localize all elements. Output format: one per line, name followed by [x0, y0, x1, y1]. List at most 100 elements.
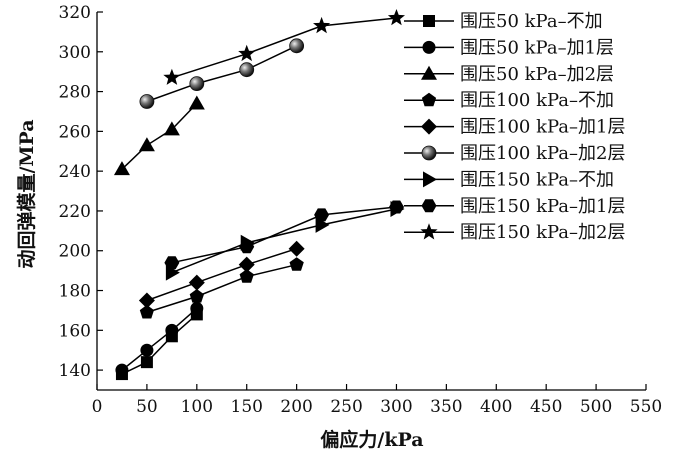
y-tick-label: 240	[59, 162, 91, 182]
hexagon-marker	[239, 240, 255, 254]
circle-marker	[140, 343, 154, 357]
legend-item: 围压150 kPa–不加	[404, 169, 614, 190]
legend-item: 围压100 kPa–加1层	[404, 117, 625, 138]
circle-marker	[115, 363, 129, 377]
square-marker	[140, 356, 153, 369]
series	[115, 301, 204, 377]
circle-marker	[422, 40, 436, 54]
x-tick-label: 550	[630, 397, 662, 417]
triangle-right-marker	[423, 171, 437, 188]
diamond-marker	[138, 292, 155, 309]
triangle-up-marker	[163, 121, 180, 136]
triangle-up-marker	[113, 161, 130, 176]
legend-label: 围压50 kPa–加2层	[460, 64, 614, 85]
diamond-marker	[288, 240, 305, 257]
diamond-marker	[238, 256, 255, 273]
x-tick-label: 350	[430, 397, 462, 417]
series	[139, 257, 304, 319]
axes: 0 50 100 150 200 250 300 350 400 450 500 550 140 160 1…	[59, 3, 663, 417]
series	[113, 95, 205, 176]
legend-label: 围压150 kPa–加2层	[460, 222, 625, 243]
legend-label: 围压50 kPa–不加	[460, 11, 603, 32]
y-tick-label: 180	[59, 282, 91, 302]
y-axis-label: 动回弹模量/MPa	[15, 119, 38, 268]
diamond-marker	[188, 274, 205, 291]
x-tick-label: 500	[580, 397, 612, 417]
hexagon-marker	[164, 256, 180, 270]
x-tick-label: 100	[181, 397, 213, 417]
legend-item: 围压150 kPa–加1层	[404, 196, 625, 217]
star-marker	[313, 16, 331, 34]
sphere-marker	[139, 94, 155, 109]
series-line	[121, 307, 198, 371]
series-line	[171, 208, 397, 274]
series	[163, 9, 405, 85]
series	[115, 308, 203, 381]
legend-label: 围压50 kPa–加1层	[460, 37, 614, 58]
legend-item: 围压100 kPa–加2层	[404, 143, 625, 164]
x-tick-label: 400	[480, 397, 512, 417]
pentagon-marker	[239, 269, 254, 283]
legend-label: 围压100 kPa–加2层	[460, 143, 625, 164]
legend-label: 围压150 kPa–加1层	[460, 196, 625, 217]
plot-area	[113, 9, 405, 381]
y-tick-label: 160	[59, 321, 91, 341]
y-tick-label: 300	[59, 43, 91, 63]
circle-marker	[165, 323, 179, 337]
legend-item: 围压50 kPa–加1层	[404, 37, 614, 58]
pentagon-marker	[139, 304, 154, 319]
y-tick-label: 200	[59, 242, 91, 262]
series-line	[146, 45, 297, 103]
hexagon-marker	[314, 208, 330, 222]
x-tick-label: 200	[280, 397, 312, 417]
x-tick-label: 250	[330, 397, 362, 417]
y-tick-label: 140	[59, 361, 91, 381]
star-marker	[238, 44, 256, 62]
y-tick-label: 280	[59, 83, 91, 103]
series-line	[171, 206, 397, 264]
series-line	[146, 263, 297, 314]
x-tick-label: 450	[530, 397, 562, 417]
series-line	[121, 313, 198, 375]
x-tick-label: 0	[92, 397, 103, 417]
hexagon-marker	[389, 200, 404, 214]
series	[165, 200, 405, 281]
x-tick-label: 300	[380, 397, 412, 417]
legend-label: 围压100 kPa–不加	[460, 90, 614, 111]
legend-item: 围压100 kPa–不加	[404, 90, 614, 111]
sphere-marker	[421, 145, 437, 161]
star-marker	[420, 223, 438, 240]
star-marker	[387, 9, 405, 26]
y-tick-label: 320	[59, 3, 91, 23]
legend-item: 围压50 kPa–不加	[404, 11, 603, 32]
legend-label: 围压150 kPa–不加	[460, 169, 614, 190]
diamond-marker	[421, 118, 437, 135]
series	[139, 38, 305, 109]
x-axis-label: 偏应力/kPa	[320, 428, 423, 451]
sphere-marker	[189, 76, 205, 92]
hexagon-marker	[421, 199, 437, 213]
series	[138, 240, 305, 309]
legend-label: 围压100 kPa–加1层	[460, 117, 625, 138]
triangle-up-marker	[421, 65, 437, 80]
series	[164, 200, 404, 270]
sphere-marker	[239, 62, 255, 78]
x-tick-label: 150	[231, 397, 263, 417]
pentagon-marker	[289, 257, 304, 271]
triangle-up-marker	[138, 137, 155, 152]
y-tick-label: 260	[59, 122, 91, 142]
square-marker	[423, 15, 435, 27]
x-tick-label: 50	[136, 397, 158, 417]
legend-item: 围压50 kPa–加2层	[404, 64, 614, 85]
triangle-up-marker	[188, 95, 205, 110]
pentagon-marker	[421, 92, 437, 107]
sphere-marker	[289, 38, 305, 54]
series-line	[146, 247, 297, 302]
pentagon-marker	[189, 289, 204, 303]
legend-item: 围压150 kPa–加2层	[404, 222, 625, 243]
star-marker	[163, 68, 181, 85]
y-tick-label: 220	[59, 202, 91, 222]
